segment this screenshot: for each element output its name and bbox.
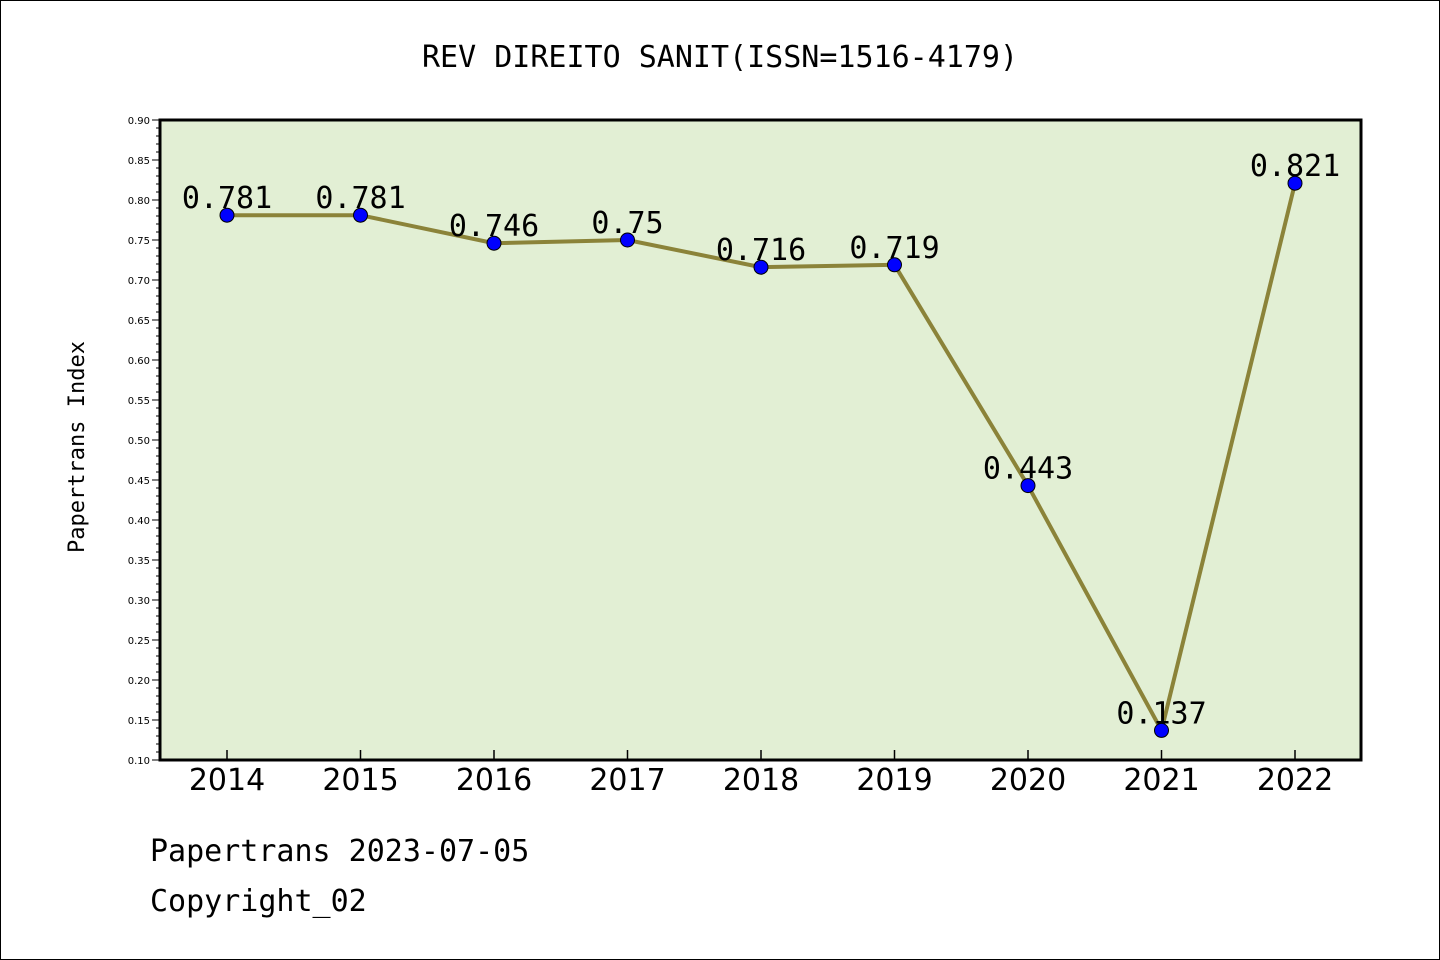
data-point-marker: [219, 207, 235, 223]
x-axis-ticks: 2014 2015 2016 2017 2018 2019 2020 2021 2022: [189, 750, 1333, 798]
plot-area: [158, 118, 1363, 762]
y-tick-label: 0.35: [128, 556, 150, 567]
y-tick-label: 0.50: [128, 436, 150, 447]
y-tick-label: 0.15: [128, 716, 150, 727]
data-point-label: 0.821: [1250, 149, 1340, 184]
y-tick-label: 0.75: [128, 236, 150, 247]
y-tick-label: 0.10: [128, 756, 150, 767]
data-point-marker: [353, 207, 368, 223]
x-tick-label: 2016: [456, 763, 532, 798]
data-point-label: 0.781: [182, 181, 272, 216]
y-tick-label: 0.70: [128, 276, 150, 287]
footer-copyright: Copyright_02: [150, 884, 367, 919]
data-point-marker: [753, 259, 769, 275]
y-tick-label: 0.45: [128, 476, 150, 487]
footer-date: Papertrans 2023-07-05: [150, 834, 530, 869]
y-tick-label: 0.25: [128, 636, 150, 647]
y-tick-label: 0.90: [128, 116, 150, 127]
y-tick-label: 0.40: [128, 516, 150, 527]
y-tick-label: 0.65: [128, 316, 150, 327]
x-tick-label: 2021: [1123, 763, 1199, 798]
data-point-label: 0.719: [849, 231, 939, 266]
y-tick-label: 0.60: [128, 356, 150, 367]
y-axis-ticks: 0.10 0.15 0.20 0.25 0.30 0.35 0.40 0.45 0.50 0.55…: [128, 116, 160, 767]
data-point-label: 0.137: [1116, 696, 1206, 731]
data-point-marker: [1154, 722, 1169, 738]
x-tick-label: 2020: [990, 763, 1066, 798]
x-tick-label: 2014: [189, 763, 265, 798]
y-tick-label: 0.55: [128, 396, 150, 407]
y-tick-label: 0.20: [128, 676, 150, 687]
y-tick-label: 0.80: [128, 196, 150, 207]
y-tick-label: 0.85: [128, 156, 150, 167]
data-point-label: 0.75: [591, 206, 663, 241]
data-point-marker: [620, 232, 635, 248]
x-tick-label: 2022: [1257, 763, 1333, 798]
chart-title: REV DIREITO SANIT(ISSN=1516-4179): [422, 40, 1018, 75]
y-axis-label: Papertrans Index: [65, 341, 90, 553]
data-point-label: 0.746: [449, 209, 539, 244]
y-tick-label: 0.30: [128, 596, 150, 607]
x-tick-label: 2019: [856, 763, 932, 798]
x-tick-label: 2018: [723, 763, 799, 798]
data-point-label: 0.781: [315, 181, 405, 216]
series-markers: [219, 175, 1303, 738]
data-point-label: 0.716: [716, 233, 806, 268]
data-point-marker: [486, 235, 502, 251]
data-point-marker: [887, 257, 902, 273]
data-labels: 0.781 0.781 0.746 0.75 0.716 0.719 0.443 0.137 0…: [182, 149, 1340, 731]
x-tick-label: 2017: [589, 763, 665, 798]
data-point-marker: [1020, 478, 1036, 494]
data-point-marker: [1287, 175, 1303, 191]
x-tick-label: 2015: [322, 763, 398, 798]
data-point-label: 0.443: [983, 452, 1073, 487]
